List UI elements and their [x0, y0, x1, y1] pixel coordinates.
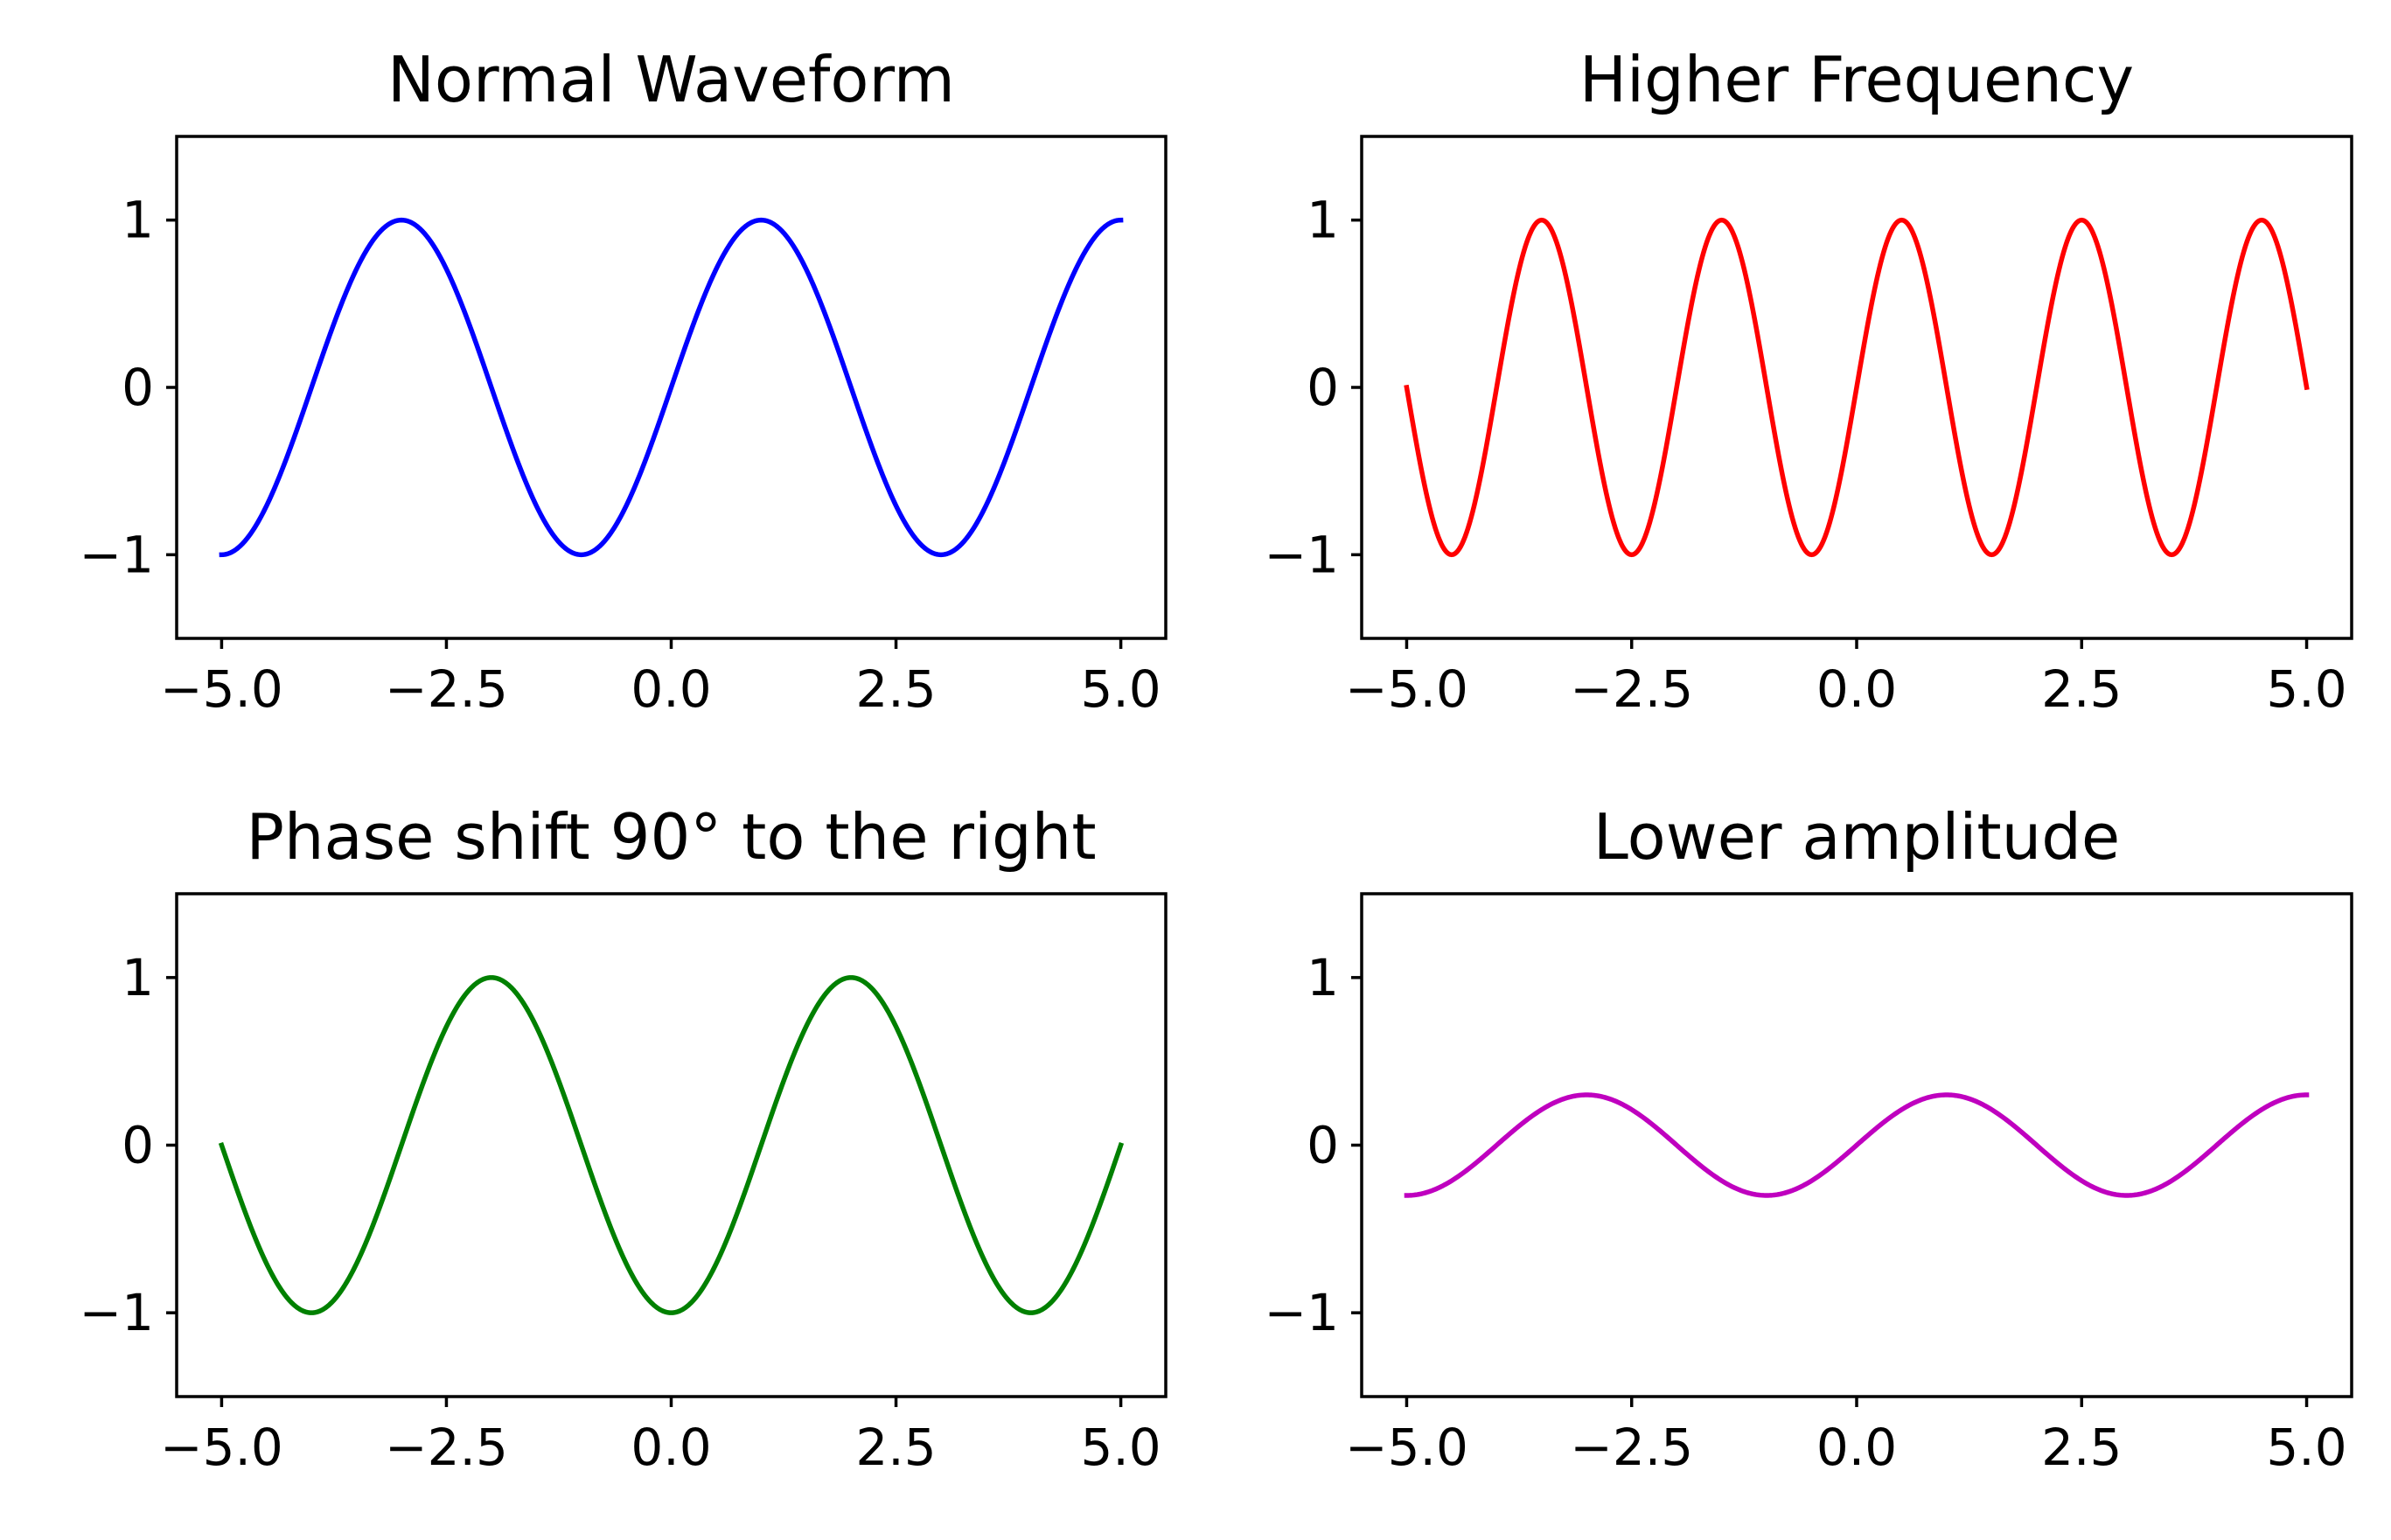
- x-tick-label: 5.0: [2266, 659, 2346, 719]
- x-tick-label: 5.0: [1080, 659, 1161, 719]
- y-tick-label: 0: [1307, 358, 1339, 417]
- y-tick-label: −1: [80, 1283, 155, 1342]
- y-tick-label: −1: [80, 525, 155, 584]
- x-tick-label: 2.5: [2041, 659, 2122, 719]
- x-tick-label: −5.0: [160, 1418, 283, 1477]
- series-line-1: [219, 217, 1124, 558]
- subplot-2: Higher Frequency −5.0 −2.5 0.0 2.5 5.0 −1 0 1: [1265, 43, 2353, 719]
- y-tick-label: 0: [1307, 1116, 1339, 1175]
- x-tick-label: −5.0: [1345, 659, 1468, 719]
- x-tick-label: 2.5: [855, 1418, 936, 1477]
- series-line-1: [218, 975, 1125, 1315]
- y-tick-label: 1: [122, 191, 154, 250]
- subplot-title: Lower amplitude: [1593, 800, 2120, 874]
- x-tick-label: 5.0: [2266, 1418, 2346, 1477]
- y-tick-label: 0: [122, 1116, 154, 1175]
- y-tick-label: −1: [1265, 525, 1340, 584]
- x-tick-label: 0.0: [1816, 1418, 1897, 1477]
- x-tick-label: 2.5: [855, 659, 936, 719]
- subplot-title: Phase shift 90° to the right: [246, 800, 1096, 874]
- subplot-title: Higher Frequency: [1579, 43, 2134, 116]
- y-tick-label: 1: [1307, 948, 1339, 1007]
- x-tick-label: −2.5: [385, 1418, 508, 1477]
- x-tick-label: −2.5: [1570, 1418, 1693, 1477]
- x-tick-label: 0.0: [631, 1418, 711, 1477]
- x-tick-label: 0.0: [1816, 659, 1897, 719]
- axes-frame: [175, 892, 1168, 1398]
- x-tick-label: −2.5: [1570, 659, 1693, 719]
- series-line-1: [1404, 217, 2310, 558]
- x-tick-label: 0.0: [631, 659, 711, 719]
- y-tick-label: 1: [122, 948, 154, 1007]
- subplot-4: Lower amplitude −5.0 −2.5 0.0 2.5 5.0 −1 0 1: [1265, 800, 2353, 1477]
- x-tick-label: 5.0: [1080, 1418, 1161, 1477]
- x-tick-label: −5.0: [160, 659, 283, 719]
- subplot-1: Normal Waveform −5.0 −2.5 0.0 2.5 5.0 −1 0 1: [80, 43, 1168, 719]
- x-tick-label: −2.5: [385, 659, 508, 719]
- y-tick-label: −1: [1265, 1283, 1340, 1342]
- y-tick-label: 0: [122, 358, 154, 417]
- y-tick-label: 1: [1307, 191, 1339, 250]
- series-line-1: [1404, 1092, 2310, 1198]
- subplot-3: Phase shift 90° to the right −5.0 −2.5 0.0 2…: [80, 800, 1168, 1477]
- x-tick-label: 2.5: [2041, 1418, 2122, 1477]
- subplot-title: Normal Waveform: [387, 43, 955, 116]
- x-tick-label: −5.0: [1345, 1418, 1468, 1477]
